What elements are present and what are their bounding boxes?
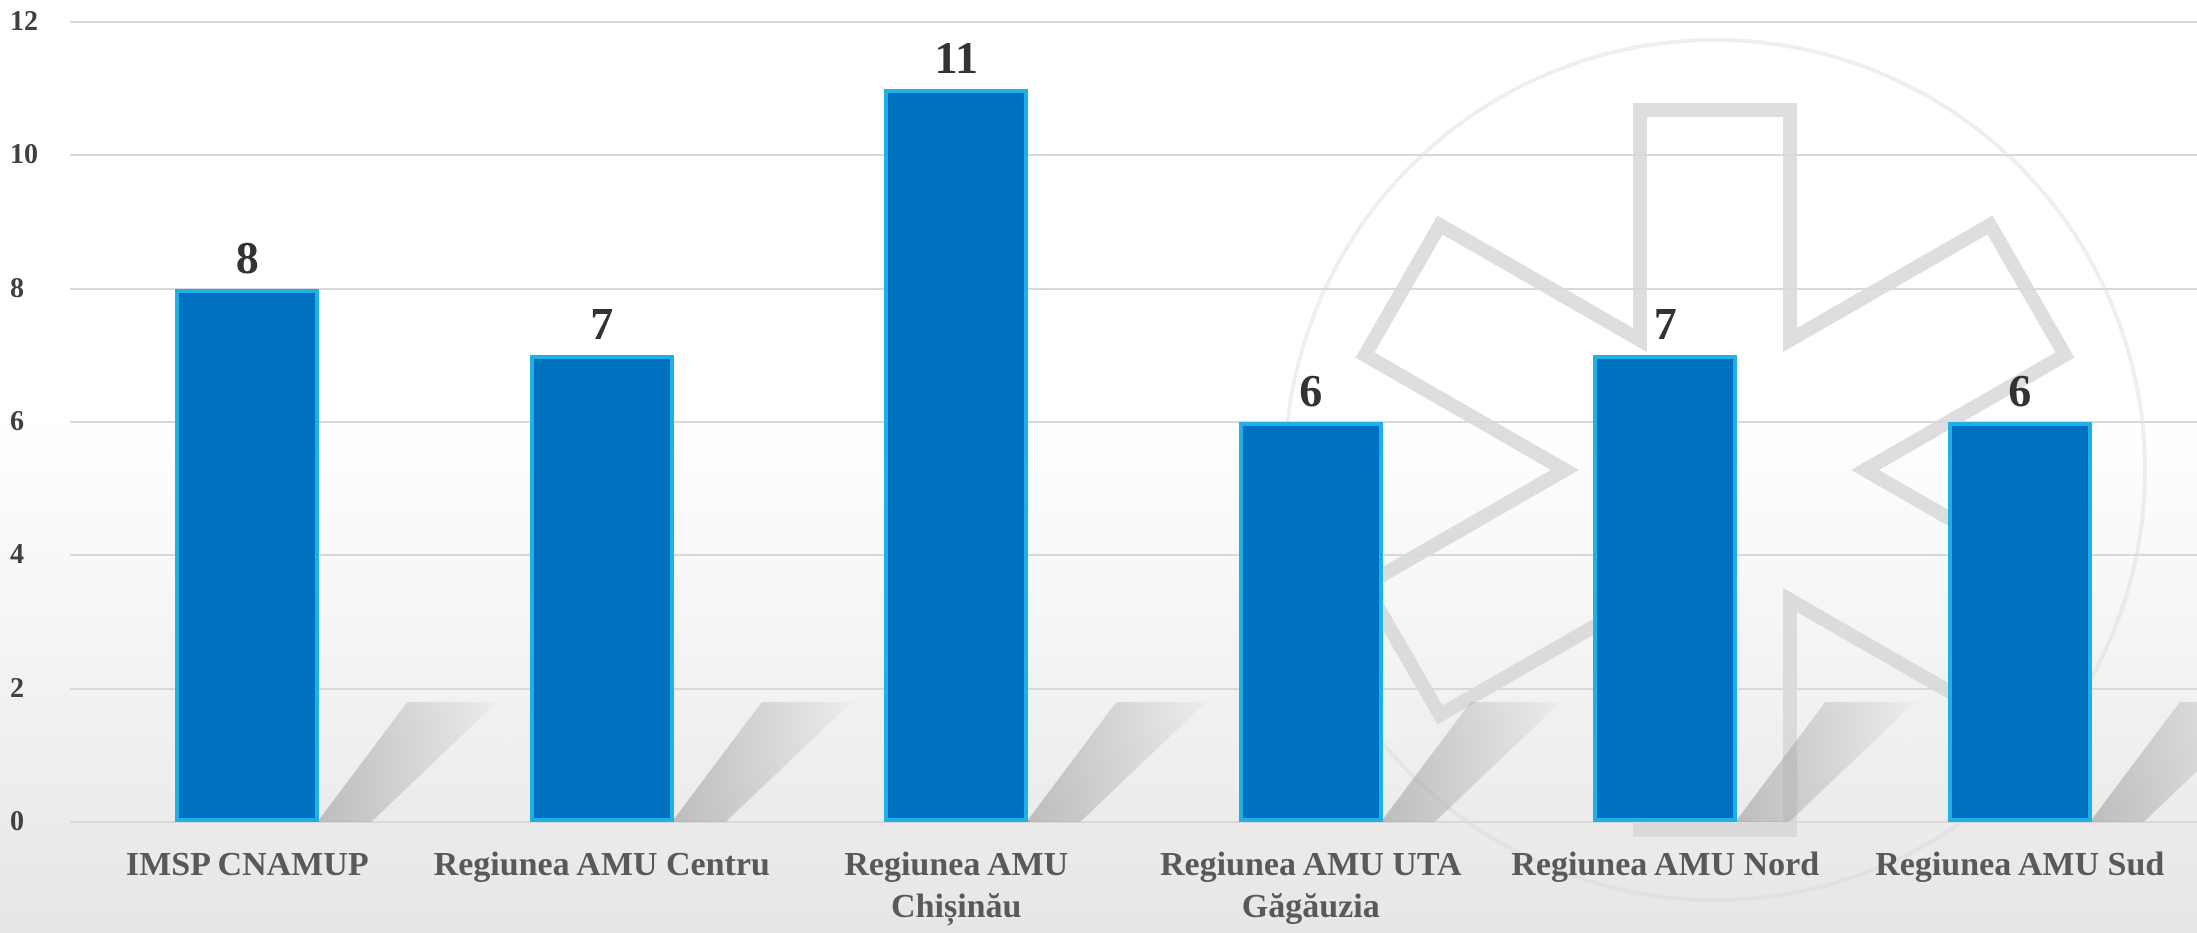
x-tick-label: IMSP CNAMUP	[125, 846, 369, 883]
data-label: 8	[235, 231, 259, 283]
x-tick-label: Regiunea AMU Centru	[433, 846, 770, 883]
data-label: 7	[590, 298, 614, 350]
data-label: 6	[1299, 365, 1323, 416]
x-tick-label: Regiunea AMU Nord	[1511, 846, 1820, 883]
y-tick-label: 6	[10, 406, 24, 437]
bar	[529, 355, 674, 822]
bar-shadow	[317, 702, 498, 822]
data-label: 11	[934, 31, 978, 83]
x-tick-label: Regiunea AMU Chișinău	[844, 846, 1069, 925]
y-tick-label: 2	[10, 672, 24, 704]
x-tick-label: Regiunea AMU Sud	[1875, 846, 2165, 883]
grid-line	[70, 421, 2197, 423]
bar	[884, 88, 1029, 822]
grid-line	[70, 21, 2197, 23]
grid-line	[70, 821, 2197, 823]
y-tick-label: 0	[10, 806, 24, 837]
y-tick-label: 4	[10, 539, 24, 571]
y-tick-label: 12	[10, 6, 38, 37]
data-label: 6	[2008, 365, 2032, 416]
bar	[1593, 355, 1738, 822]
bar-shadow	[1026, 702, 1207, 822]
y-tick-label: 10	[10, 139, 38, 171]
bar	[175, 288, 320, 822]
bar	[1238, 422, 1383, 822]
bar	[1947, 422, 2092, 822]
x-tick-label: Regiunea AMU UTA Găgăuzia	[1159, 846, 1462, 925]
grid-line	[70, 687, 2197, 690]
y-tick-label: 8	[10, 272, 24, 304]
bar-shadow	[671, 702, 852, 822]
data-label: 7	[1653, 298, 1677, 350]
grid-line	[70, 287, 2197, 290]
grid-line	[70, 554, 2197, 557]
grid-line	[70, 154, 2197, 157]
